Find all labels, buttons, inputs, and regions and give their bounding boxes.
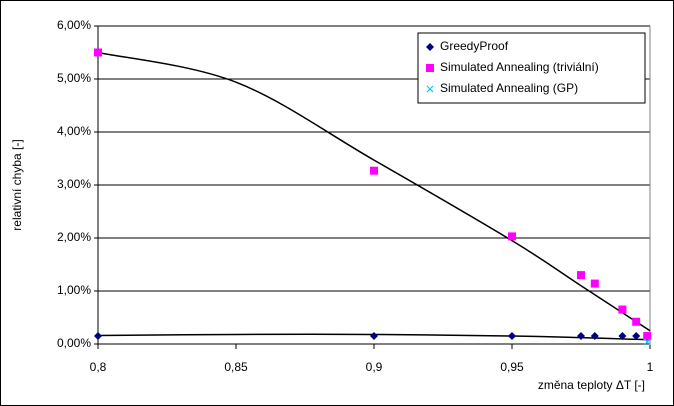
point — [643, 338, 651, 346]
y-tick-label: 6,00% — [57, 18, 91, 32]
legend-item: GreedyProof — [426, 39, 509, 53]
point — [94, 332, 102, 341]
legend-item: Simulated Annealing (triviální) — [426, 60, 599, 74]
trendline — [97, 51, 651, 332]
point — [590, 279, 599, 288]
y-tick-label: 3,00% — [57, 177, 91, 191]
x-tick-label: 0,9 — [366, 360, 383, 374]
point — [618, 332, 627, 341]
x-tick-label: 0,85 — [224, 360, 248, 374]
point — [632, 317, 641, 326]
legend-label: GreedyProof — [440, 39, 509, 53]
x-tick-label: 0,8 — [90, 360, 107, 374]
point — [643, 332, 652, 341]
y-tick-label: 4,00% — [57, 124, 91, 138]
y-tick-label: 0,00% — [57, 336, 91, 350]
point — [577, 271, 585, 280]
y-tick-label: 2,00% — [57, 230, 91, 244]
legend-box — [417, 32, 646, 104]
point — [577, 332, 585, 341]
legend-label: Simulated Annealing (GP) — [440, 81, 578, 95]
point — [508, 232, 516, 241]
y-tick-label: 5,00% — [57, 71, 91, 85]
point — [94, 48, 102, 57]
y-axis-label: relativní chyba [-] — [10, 139, 24, 230]
legend-label: Simulated Annealing (triviální) — [440, 60, 599, 74]
x-axis-label: změna teploty ΔT [-] — [538, 378, 645, 392]
y-tick-label: 1,00% — [57, 283, 91, 297]
point — [370, 332, 378, 341]
legend-marker — [426, 64, 434, 72]
x-tick-label: 1 — [647, 360, 654, 374]
point — [370, 166, 378, 175]
point — [618, 305, 627, 314]
point — [508, 332, 516, 341]
point — [590, 332, 599, 341]
legend-marker — [426, 85, 434, 93]
legend-marker — [426, 43, 434, 51]
legend-item: Simulated Annealing (GP) — [426, 81, 578, 95]
x-tick-label: 0,95 — [500, 360, 524, 374]
point — [632, 332, 641, 341]
